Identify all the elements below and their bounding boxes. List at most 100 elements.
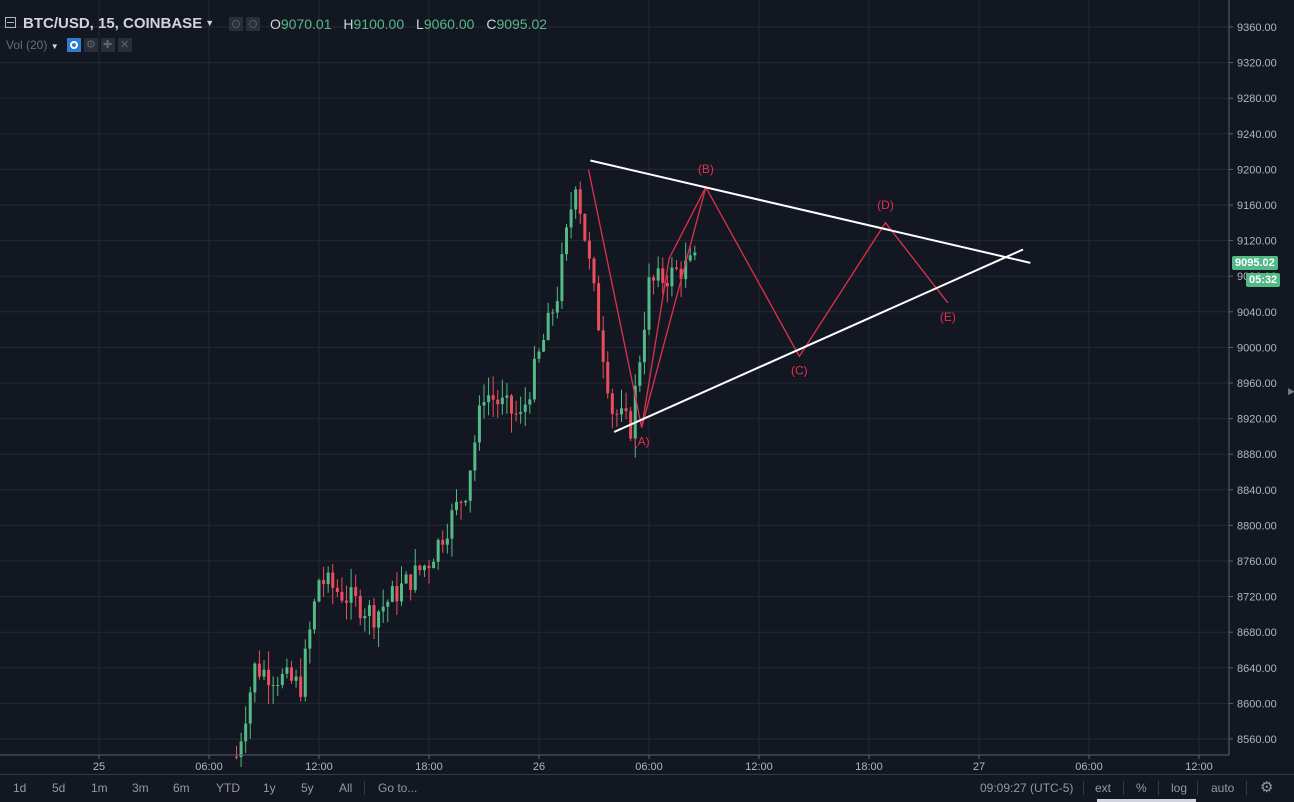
percent-toggle[interactable]: % [1136,781,1147,795]
candle-body [482,402,486,406]
range-1m[interactable]: 1m [91,781,108,795]
candle-body [244,723,248,742]
candle-body [322,580,326,585]
candle-body [532,358,536,400]
candle-body [262,669,266,677]
candle-body [267,669,271,686]
close-value: 9095.02 [496,16,548,32]
volume-indicator-label[interactable]: Vol (20) ▼ [6,38,59,52]
candle-body [450,510,454,539]
price-tick-label: 8960.00 [1237,378,1277,390]
candle-body [496,399,500,405]
range-3m[interactable]: 3m [132,781,149,795]
candle-body [652,277,656,281]
price-tick-label: 8600.00 [1237,698,1277,710]
candle-body [335,587,339,592]
candle-body [280,673,284,685]
candle-body [257,663,261,677]
candle-body [312,601,316,630]
close-icon[interactable]: ✕ [118,38,132,52]
candle-body [505,395,509,398]
gear-icon[interactable]: ⚙ [84,38,98,52]
chart-settings-gear-icon[interactable]: ⚙ [1260,779,1274,796]
price-tick-label: 9040.00 [1237,307,1277,319]
candle-body [528,399,532,405]
candle-body [303,648,307,697]
range-all[interactable]: All [339,781,353,795]
symbol-title[interactable]: BTC/USD, 15, COINBASE ▼ [23,15,214,32]
elliott-wave-path[interactable] [587,169,949,428]
candle-body [340,591,344,601]
auto-toggle[interactable]: auto [1211,781,1235,795]
wave-label[interactable]: (E) [940,310,956,324]
range-1d[interactable]: 1d [13,781,27,795]
time-tick-label: 26 [533,761,545,773]
log-toggle[interactable]: log [1171,781,1188,795]
candle-body [477,405,481,443]
wave-label[interactable]: (C) [791,363,808,377]
visibility-icon[interactable] [229,17,243,31]
candle-body [606,361,610,394]
range-1y[interactable]: 1y [263,781,276,795]
time-scrollbar[interactable] [1097,799,1196,802]
candle-body [546,312,550,340]
wave-label[interactable]: (B) [698,162,714,176]
goto-button[interactable]: Go to... [378,781,418,795]
candle-body [390,586,394,602]
candle-body [317,580,321,602]
candle-body [500,397,504,405]
candle-body [413,565,417,590]
range-6m[interactable]: 6m [173,781,190,795]
collapse-icon[interactable] [5,17,16,28]
wave-label[interactable]: (D) [877,198,894,212]
legend-header: BTC/USD, 15, COINBASE ▼ O9070.01 H9100.00… [0,0,1230,52]
range-ytd[interactable]: YTD [216,781,240,795]
time-tick-label: 18:00 [415,761,443,773]
plus-icon[interactable]: ✚ [101,38,115,52]
candle-body [638,362,642,386]
chevron-down-icon[interactable]: ▼ [205,18,215,28]
elliott-wave-leg[interactable] [641,186,707,428]
price-tick-label: 9320.00 [1237,58,1277,70]
time-tick-label: 18:00 [855,761,883,773]
candle-body [409,574,413,590]
price-tick-label: 9160.00 [1237,200,1277,212]
price-tick-label: 8920.00 [1237,414,1277,426]
candle-body [372,605,376,628]
candle-body [239,741,243,758]
price-tick-label: 8880.00 [1237,449,1277,461]
wave-label[interactable]: (A) [634,435,650,449]
settings-icon[interactable] [246,17,260,31]
candle-body [487,395,491,403]
clock-label[interactable]: 09:09:27 (UTC-5) [980,781,1074,795]
price-tick-label: 9000.00 [1237,342,1277,354]
range-5y[interactable]: 5y [301,781,314,795]
time-tick-label: 12:00 [305,761,333,773]
range-5d[interactable]: 5d [52,781,66,795]
time-tick-label: 12:00 [745,761,773,773]
divider [1083,781,1084,795]
candle-body [427,565,431,569]
upper-trendline[interactable] [590,159,1031,264]
divider [364,781,365,795]
chevron-right-icon[interactable]: ▶ [1288,386,1294,396]
high-value: 9100.00 [353,16,405,32]
divider [1246,781,1247,795]
candle-body [620,408,623,415]
ext-toggle[interactable]: ext [1095,781,1112,795]
plot-area[interactable] [0,0,1229,755]
candle-body [235,756,238,758]
candle-body [354,587,358,596]
price-tick-label: 8800.00 [1237,520,1277,532]
candle-body [592,258,596,284]
time-tick-label: 25 [93,761,105,773]
price-tick-label: 9360.00 [1237,22,1277,34]
low-value: 9060.00 [423,16,475,32]
time-tick-label: 06:00 [195,761,223,773]
lower-trendline[interactable] [613,248,1024,433]
candle-body [271,685,275,687]
candle-body [432,561,436,569]
candle-body [679,268,683,280]
eye-icon[interactable] [67,38,81,52]
